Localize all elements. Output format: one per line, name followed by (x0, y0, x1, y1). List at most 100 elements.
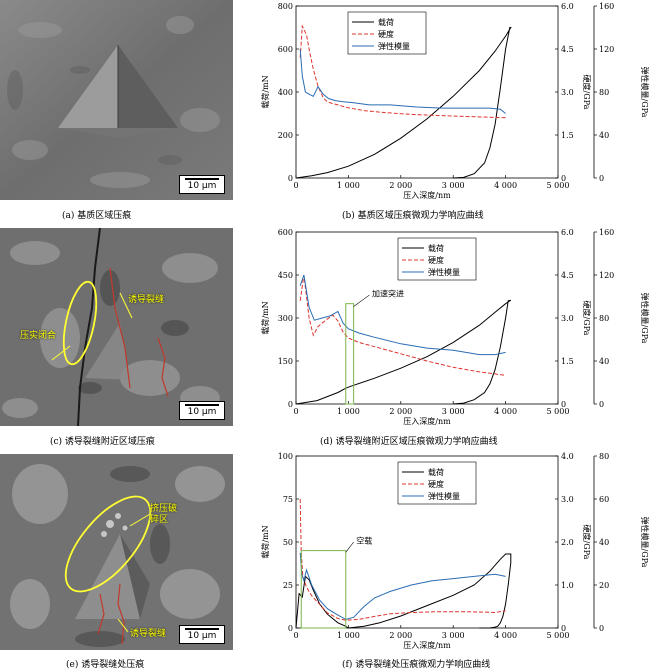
modulus-tick-label: 40 (599, 131, 609, 140)
modulus-tick-label: 40 (599, 357, 609, 366)
legend-label: 硬度 (428, 255, 444, 265)
plot-frame (295, 5, 559, 179)
series-line-hardness (299, 274, 506, 376)
annotation-induced-fracture: 诱导裂缝 (128, 295, 165, 305)
x-tick-label: 2 000 (389, 407, 412, 416)
sem-image-at-fracture: 挤压破碎区 诱导裂缝 10 μm (0, 454, 233, 650)
annotation-no-load: 空载 (356, 536, 372, 546)
modulus-tick-label: 60 (599, 495, 609, 504)
hardness-tick-label: 4.5 (561, 45, 574, 54)
hardness-tick-label: 0 (561, 400, 566, 409)
caption-b: (b) 基质区域压痕微观力学响应曲线 (342, 211, 484, 221)
series-line-load (295, 299, 512, 405)
load-tick-label: 450 (278, 271, 293, 280)
hardness-axis-label: 硬度/GPa (582, 301, 592, 336)
hardness-axis-label: 硬度/GPa (582, 525, 592, 560)
series-line-modulus (299, 552, 506, 620)
caption-a: (a) 基质区域压痕 (62, 211, 132, 221)
legend-label: 硬度 (378, 29, 394, 39)
load-tick-label: 50 (283, 538, 293, 547)
x-axis-label: 压入深度/nm (403, 190, 451, 200)
hardness-tick-label: 0 (561, 174, 566, 183)
hardness-tick-label: 3.0 (561, 314, 574, 323)
x-tick-label: 1 000 (337, 181, 360, 190)
hardness-tick-label: 1.5 (561, 131, 574, 140)
x-tick-label: 2 000 (389, 631, 412, 640)
annotation-leader (345, 541, 354, 553)
legend-label: 载荷 (378, 17, 394, 27)
load-tick-label: 150 (278, 357, 293, 366)
modulus-tick-label: 80 (599, 314, 609, 323)
modulus-tick-label: 120 (599, 271, 614, 280)
load-tick-label: 300 (278, 314, 293, 323)
modulus-tick-label: 0 (599, 400, 604, 409)
sem-texture (0, 0, 233, 200)
modulus-tick-label: 80 (599, 88, 609, 97)
hardness-tick-label: 3.0 (561, 88, 574, 97)
x-tick-label: 1 000 (337, 407, 360, 416)
x-tick-label: 5 000 (547, 407, 570, 416)
x-tick-label: 4 000 (494, 407, 517, 416)
load-axis-label: 载荷/mN (260, 75, 270, 108)
legend-box (397, 461, 477, 505)
scale-bar: 10 μm (179, 401, 225, 420)
modulus-tick-label: 20 (599, 581, 609, 590)
load-tick-label: 400 (278, 88, 293, 97)
modulus-tick-label: 80 (599, 452, 609, 461)
x-axis-label: 压入深度/nm (403, 640, 451, 650)
x-tick-label: 4 000 (494, 631, 517, 640)
scale-bar: 10 μm (179, 175, 225, 194)
hardness-tick-label: 1.5 (561, 357, 574, 366)
hardness-tick-label: 4.0 (561, 452, 574, 461)
series-line-modulus (299, 274, 506, 356)
modulus-axis-label: 弹性模量/GPa (640, 67, 650, 118)
annotation-induced-fracture: 诱导裂缝 (130, 629, 167, 639)
hardness-tick-label: 6.0 (561, 2, 574, 11)
x-tick-label: 0 (293, 181, 298, 190)
annotation-leader (353, 294, 370, 307)
load-tick-label: 600 (278, 228, 293, 237)
x-tick-label: 4 000 (494, 181, 517, 190)
hardness-tick-label: 3.0 (561, 495, 574, 504)
sem-image-near-fracture: 压实闭合 诱导裂缝 10 μm (0, 228, 233, 426)
legend-label: 弹性模量 (428, 267, 460, 277)
hardness-tick-label: 1.0 (561, 581, 574, 590)
sem-texture (0, 228, 233, 426)
highlight-box (300, 550, 347, 629)
load-tick-label: 0 (288, 624, 293, 633)
modulus-tick-label: 40 (599, 538, 609, 547)
load-tick-label: 0 (288, 400, 293, 409)
x-axis-label: 压入深度/nm (403, 416, 451, 426)
legend-box (397, 237, 477, 281)
modulus-tick-label: 160 (599, 2, 614, 11)
load-tick-label: 100 (278, 452, 293, 461)
load-tick-label: 75 (283, 495, 293, 504)
load-tick-label: 800 (278, 2, 293, 11)
series-line-modulus (299, 48, 506, 114)
legend-label: 弹性模量 (378, 41, 410, 51)
modulus-tick-label: 160 (599, 228, 614, 237)
legend-label: 弹性模量 (428, 491, 460, 501)
series-line-hardness (299, 24, 506, 119)
legend-label: 载荷 (428, 467, 444, 477)
x-tick-label: 3 000 (442, 407, 465, 416)
load-tick-label: 600 (278, 45, 293, 54)
caption-f: (f) 诱导裂缝处压痕微观力学响应曲线 (342, 660, 491, 670)
caption-d: (d) 诱导裂缝附近区域压痕微观力学响应曲线 (320, 437, 498, 447)
load-tick-label: 0 (288, 174, 293, 183)
hardness-tick-label: 4.5 (561, 271, 574, 280)
x-tick-label: 1 000 (337, 631, 360, 640)
sem-texture (0, 454, 233, 650)
caption-e: (e) 诱导裂缝处压痕 (66, 660, 145, 670)
chart-f: 0 1 000 2 000 3 000 4 000 5 000 压入深度/nm 0 25 50 75… (260, 452, 650, 650)
annotation-accelerated-penetration: 加速突进 (372, 289, 404, 299)
load-tick-label: 25 (283, 581, 293, 590)
hardness-tick-label: 2.0 (561, 538, 574, 547)
x-tick-label: 5 000 (547, 631, 570, 640)
series-line-load (295, 27, 512, 179)
legend-label: 载荷 (428, 243, 444, 253)
hardness-axis-label: 硬度/GPa (582, 75, 592, 110)
modulus-axis-label: 弹性模量/GPa (640, 517, 650, 568)
chart-d: 0 1 000 2 000 3 000 4 000 5 000 压入深度/nm 0 150 300… (260, 228, 650, 426)
